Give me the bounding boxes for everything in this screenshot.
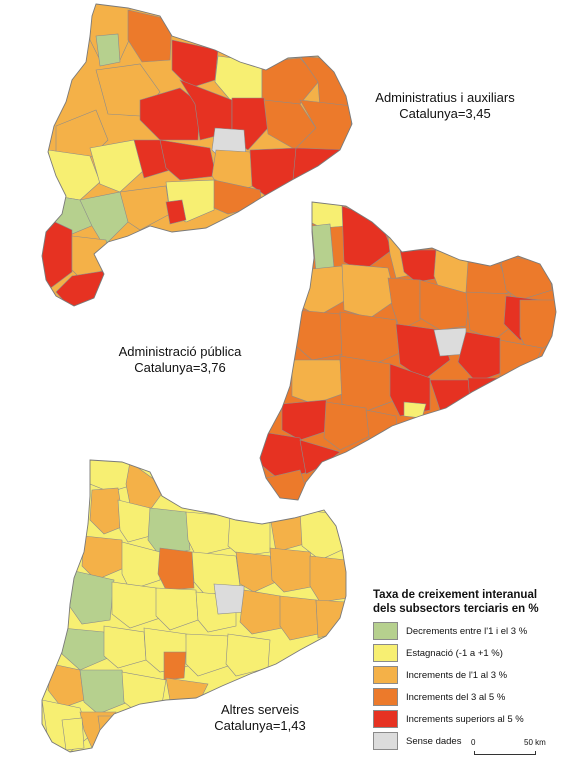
legend-swatch [373, 732, 398, 750]
comarca-region [295, 309, 345, 361]
comarca-region [119, 185, 171, 231]
comarca-region [311, 223, 335, 273]
comarca-region [155, 587, 199, 631]
map-title: Administració pública [118, 344, 242, 359]
legend-item-increments-over-5: Increments superiors al 5 % [373, 710, 573, 728]
map-title: Administratius i auxiliars [375, 90, 515, 105]
legend-label: Increments de l'1 al 3 % [406, 669, 508, 681]
comarca-region [185, 511, 231, 557]
comarca-region [111, 581, 161, 629]
comarca-region [81, 535, 125, 581]
legend-item-sense-dades: Sense dades [373, 732, 573, 750]
comarca-region [95, 33, 121, 67]
comarca-region [47, 663, 85, 709]
legend-item-increments-3-5: Increments del 3 al 5 % [373, 688, 573, 706]
map-title: Altres serveis [220, 702, 300, 717]
comarca-region [213, 583, 245, 615]
comarca-region [225, 633, 271, 677]
comarca-region [61, 717, 85, 751]
map-administracio-publica [259, 201, 557, 501]
comarca-region [159, 139, 217, 181]
legend-label: Decrements entre l'1 i el 3 % [406, 625, 528, 637]
comarca-region [103, 625, 147, 669]
comarca-region [157, 547, 195, 591]
comarca-region [341, 263, 397, 319]
legend: Taxa de creixement interanual dels subse… [373, 588, 573, 754]
legend-label: Increments del 3 al 5 % [406, 691, 506, 703]
comarca-region [165, 199, 187, 225]
map-administratius [41, 3, 353, 307]
comarca-region [365, 409, 399, 447]
comarca-region [147, 507, 191, 557]
scale-distance-label: 50 km [524, 738, 546, 747]
map-label-altres-serveis: Altres serveis Catalunya=1,43 [180, 702, 340, 734]
legend-label: Increments superiors al 5 % [406, 713, 524, 725]
legend-swatch [373, 622, 398, 640]
comarca-region [399, 249, 441, 283]
comarca-region [519, 299, 556, 357]
comarca-region [291, 147, 351, 191]
catalonia-outline [259, 201, 557, 501]
comarca-region [291, 359, 343, 405]
legend-title: Taxa de creixement interanual dels subse… [373, 588, 573, 616]
legend-label: Sense dades [406, 735, 462, 747]
scale-zero-label: 0 [471, 738, 476, 747]
comarca-region [121, 541, 161, 591]
comarca-region [117, 499, 151, 543]
comarca-region [315, 599, 346, 639]
comarca-region [269, 547, 317, 593]
comarca-region [457, 331, 505, 383]
comarca-region [261, 57, 321, 105]
comarca-region [467, 377, 501, 403]
comarca-region [249, 147, 301, 197]
comarca-region [89, 487, 125, 535]
comarca-region [139, 87, 201, 141]
legend-title-line2: dels subsectors terciaris en % [373, 603, 539, 615]
scale-line [474, 751, 536, 755]
legend-item-decrements: Decrements entre l'1 i el 3 % [373, 622, 573, 640]
legend-swatch [373, 666, 398, 684]
legend-label: Estagnació (-1 a +1 %) [406, 647, 503, 659]
map-total: Catalunya=3,45 [399, 106, 491, 121]
legend-item-estagnacio: Estagnació (-1 a +1 %) [373, 644, 573, 662]
legend-item-increments-1-3: Increments de l'1 al 3 % [373, 666, 573, 684]
comarca-region [339, 355, 397, 413]
comarca-region [309, 555, 346, 603]
comarca-region [279, 595, 319, 641]
comarca-region [185, 633, 229, 677]
comarca-region [79, 191, 131, 247]
catalonia-outline [41, 3, 353, 307]
comarca-region [281, 399, 331, 441]
scale-bar: 0 50 km [470, 738, 550, 764]
legend-swatch [373, 688, 398, 706]
map-label-administracio-publica: Administració pública Catalunya=3,76 [80, 344, 280, 376]
comarca-region [323, 401, 371, 451]
map-total: Catalunya=3,76 [134, 360, 226, 375]
legend-swatch [373, 710, 398, 728]
catalonia-outline [41, 459, 347, 753]
comarca-region [235, 551, 277, 593]
comarca-region [339, 311, 403, 369]
map-label-administratius: Administratius i auxiliars Catalunya=3,4… [345, 90, 545, 122]
comarca-region [79, 669, 129, 715]
comarca-region [419, 279, 471, 331]
comarca-region [163, 651, 187, 681]
map-total: Catalunya=1,43 [214, 718, 306, 733]
comarca-region [89, 139, 145, 193]
map-altres-serveis [41, 459, 347, 753]
legend-swatch [373, 644, 398, 662]
comarca-region [387, 277, 421, 331]
legend-title-line1: Taxa de creixement interanual [373, 589, 538, 601]
comarca-region [239, 589, 283, 635]
